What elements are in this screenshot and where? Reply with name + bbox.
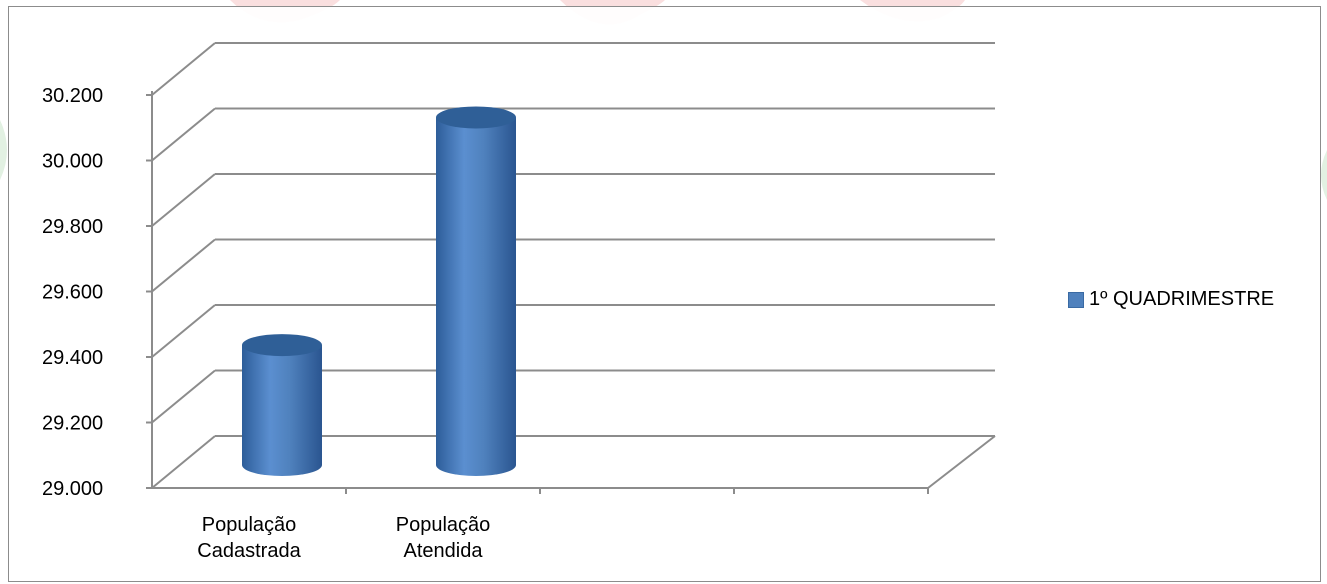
y-tick-label: 29.200 xyxy=(42,413,103,435)
legend-swatch xyxy=(1068,291,1084,308)
y-tick-label: 30.000 xyxy=(42,151,103,173)
grid-diagonal xyxy=(151,304,216,358)
floor-edge xyxy=(927,435,996,489)
y-tick-label: 29.000 xyxy=(42,478,103,500)
axes xyxy=(146,91,996,494)
y-tick-label: 29.600 xyxy=(42,282,103,304)
bar xyxy=(436,117,516,476)
x-tick-label: População xyxy=(202,514,297,536)
bar-top xyxy=(242,334,322,357)
y-tick-label: 30.200 xyxy=(42,85,103,107)
x-tick-label: Cadastrada xyxy=(197,540,301,562)
grid-diagonal xyxy=(151,107,216,162)
x-tick-label: População xyxy=(396,514,491,536)
grid-diagonal xyxy=(151,238,216,293)
grid-diagonal xyxy=(151,369,216,424)
chart-area xyxy=(8,6,1321,582)
legend: 1º QUADRIMESTRE xyxy=(1068,288,1274,311)
y-tick-label: 29.800 xyxy=(42,216,103,238)
legend-label: 1º QUADRIMESTRE xyxy=(1089,288,1275,310)
grid-diagonal xyxy=(151,435,216,489)
gridlines xyxy=(151,42,995,489)
grid-diagonal xyxy=(151,42,216,96)
bar-top xyxy=(436,106,516,129)
axis-labels: 29.000 29.200 29.400 29.600 29.800 30.000 30.2… xyxy=(42,85,490,562)
grid-diagonal xyxy=(151,173,216,227)
x-tick-label: Atendida xyxy=(404,540,484,562)
bar xyxy=(242,345,322,476)
y-tick-label: 29.400 xyxy=(42,347,103,369)
bars xyxy=(242,106,516,476)
